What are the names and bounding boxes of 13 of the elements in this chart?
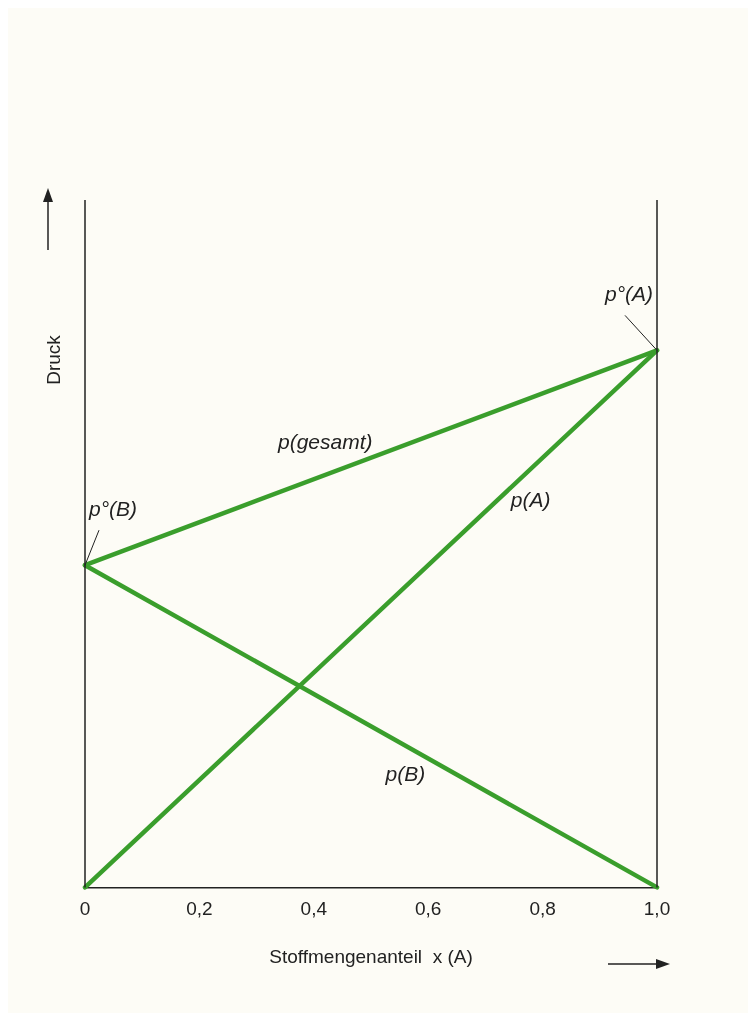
y-axis-title: Druck [43,334,65,385]
x-tick-label: 0,4 [300,898,328,920]
x-tick-label: 0,6 [414,898,442,920]
x-tick-label: 0,2 [186,898,213,920]
x-tick-label: 0 [79,898,91,920]
x-tick-label: 1,0 [643,898,671,920]
series-label: p(B) [384,762,426,786]
annotation: p°(B) [87,496,138,520]
x-axis-title: Stoffmengenanteil x (A) [269,945,473,967]
annotation: p°(A) [603,281,654,305]
series-label: p(A) [509,487,551,511]
series-label: p(gesamt) [276,429,373,453]
x-tick-label: 0,8 [529,898,556,920]
